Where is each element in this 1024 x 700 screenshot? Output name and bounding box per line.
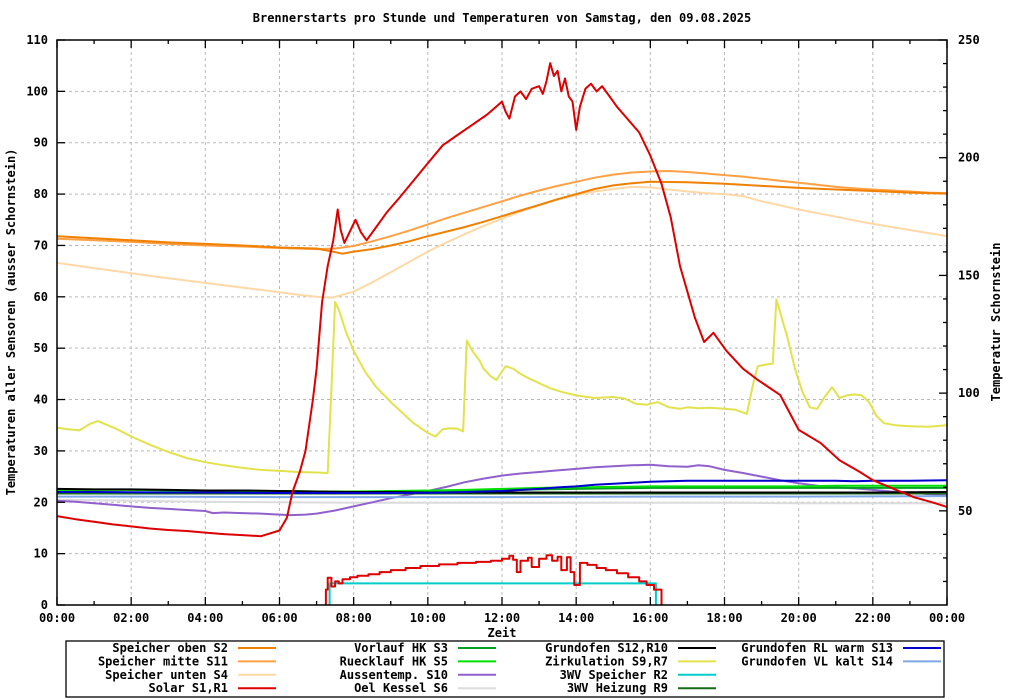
x-tick-label: 02:00 xyxy=(113,611,149,625)
chart-title: Brennerstarts pro Stunde und Temperature… xyxy=(253,11,752,25)
y-right-tick-label: 100 xyxy=(958,386,980,400)
series-s14 xyxy=(57,495,948,499)
legend-label-ruecklauf_s5: Ruecklauf HK S5 xyxy=(340,654,448,668)
legend-label-vorlauf_s3: Vorlauf HK S3 xyxy=(354,641,448,655)
series-r2_3wv_speicher xyxy=(328,582,657,605)
x-axis-label: Zeit xyxy=(488,626,517,640)
y-left-tick-label: 60 xyxy=(34,290,48,304)
legend-box xyxy=(65,640,945,698)
x-tick-label: 00:00 xyxy=(39,611,75,625)
y-right-tick-label: 50 xyxy=(958,504,972,518)
legend-label-s11: Speicher mitte S11 xyxy=(98,654,228,668)
legend-label-aussentemp_s10: Aussentemp. S10 xyxy=(340,668,448,682)
y-left-tick-label: 10 xyxy=(34,547,48,561)
y-left-tick-label: 110 xyxy=(26,33,48,47)
y-axis-label-right: Temperatur Schornstein xyxy=(989,243,1003,402)
y-left-tick-label: 50 xyxy=(34,341,48,355)
legend-label-solar_s1: Solar S1,R1 xyxy=(149,681,228,695)
x-tick-label: 04:00 xyxy=(187,611,223,625)
grid-layer xyxy=(57,40,947,605)
series-s13 xyxy=(57,479,948,494)
y-left-tick-label: 0 xyxy=(41,598,48,612)
x-tick-label: 06:00 xyxy=(261,611,297,625)
legend xyxy=(65,640,945,698)
y-left-tick-label: 90 xyxy=(34,136,48,150)
y-right-tick-label: 150 xyxy=(958,268,980,282)
tick-label-layer: 00:00 02:00 04:00 06:00 08:00 10:00 12:00 14:00… xyxy=(26,33,979,695)
y-left-tick-label: 30 xyxy=(34,444,48,458)
y-left-tick-label: 40 xyxy=(34,393,48,407)
legend-label-s4: Speicher unten S4 xyxy=(105,668,228,682)
x-tick-label: 22:00 xyxy=(855,611,891,625)
series-solar_r1 xyxy=(324,554,663,605)
legend-label-zirkulation_s9: Zirkulation S9,R7 xyxy=(545,654,668,668)
legend-label-s2: Speicher oben S2 xyxy=(112,641,228,655)
series-s2 xyxy=(56,180,948,255)
x-tick-label: 16:00 xyxy=(632,611,668,625)
legend-label-r2_3wv_speicher: 3WV Speicher R2 xyxy=(560,668,668,682)
series-layer xyxy=(56,62,948,605)
series-aussentemp_s10 xyxy=(56,463,948,517)
y-left-tick-label: 20 xyxy=(34,495,48,509)
x-tick-label: 14:00 xyxy=(558,611,594,625)
y-left-tick-label: 100 xyxy=(26,84,48,98)
legend-label-s14: Grundofen VL kalt S14 xyxy=(741,654,893,668)
y-right-tick-label: 200 xyxy=(958,151,980,165)
series-oel_s6 xyxy=(56,498,947,505)
y-right-tick-label: 250 xyxy=(958,33,980,47)
y-axis-label-left: Temperaturen aller Sensoren (ausser Scho… xyxy=(4,149,18,496)
y-left-tick-label: 70 xyxy=(34,238,48,252)
axis-layer xyxy=(56,39,948,606)
x-tick-label: 00:00 xyxy=(929,611,965,625)
x-tick-label: 18:00 xyxy=(706,611,742,625)
legend-label-grundofen_s12: Grundofen S12,R10 xyxy=(545,641,668,655)
series-solar_s1 xyxy=(56,62,948,538)
legend-label-s13: Grundofen RL warm S13 xyxy=(741,641,893,655)
y-left-tick-label: 80 xyxy=(34,187,48,201)
x-tick-label: 10:00 xyxy=(410,611,446,625)
x-tick-label: 20:00 xyxy=(781,611,817,625)
legend-label-oel_s6: Oel Kessel S6 xyxy=(354,681,448,695)
legend-label-r9_3wv_heizung: 3WV Heizung R9 xyxy=(567,681,668,695)
x-tick-label: 08:00 xyxy=(336,611,372,625)
x-tick-label: 12:00 xyxy=(484,611,520,625)
series-zirkulation_s9 xyxy=(56,298,948,474)
